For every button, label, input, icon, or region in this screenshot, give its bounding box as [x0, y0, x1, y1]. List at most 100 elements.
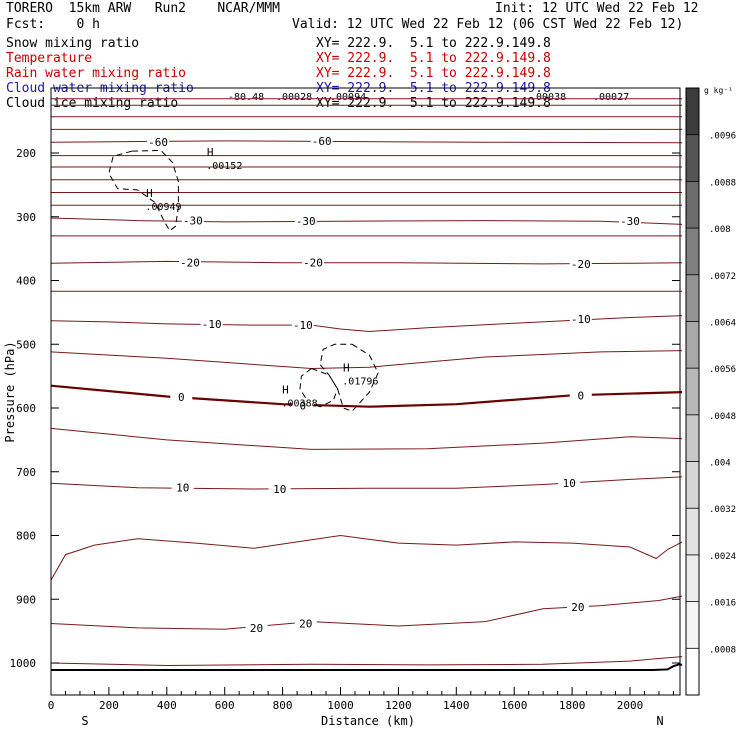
contour-label: 10 — [273, 483, 286, 496]
contour-label-bg-17 — [245, 621, 268, 633]
colorbar-segment — [686, 134, 699, 182]
top-value: -80.48 — [228, 92, 264, 103]
x-tick-label: 800 — [273, 699, 293, 712]
top-value-strip: -80.48 .00028 .00094 .00038 .00027 — [228, 92, 629, 103]
terrain-line — [51, 663, 683, 671]
max-marker-h: H — [146, 187, 153, 200]
south-label: S — [81, 714, 88, 728]
field-name-snow: Snow mixing ratio — [6, 36, 140, 51]
colorbar-label: .008 — [709, 225, 731, 235]
top-value: .00038 — [530, 92, 566, 103]
contour-label-bg-18 — [294, 617, 317, 629]
temperature-contour-20 — [50, 595, 683, 630]
max-marker-h: H — [207, 146, 214, 159]
x-tick-label: 600 — [215, 699, 235, 712]
contour-label-bg-3 — [294, 215, 317, 227]
contour-label: -10 — [202, 318, 222, 331]
colorbar-label: .0032 — [709, 505, 736, 515]
contour-label: -30 — [296, 215, 316, 228]
temperature-contour-m5 — [50, 350, 683, 370]
contour-label: -30 — [183, 215, 203, 228]
x-tick-label: 1800 — [559, 699, 586, 712]
colorbar-label: .0096 — [709, 132, 736, 142]
contour-label-bg-7 — [569, 257, 592, 269]
x-tick-label: 0 — [48, 699, 55, 712]
contour-label-bg-1 — [310, 134, 333, 146]
field-xy-cloud-ice: XY= 222.9. 5.1 to 222.9.149.8 — [316, 96, 551, 111]
colorbar-frame — [685, 87, 700, 696]
top-value: .00027 — [593, 92, 629, 103]
contour-label: 10 — [176, 482, 189, 495]
y-tick-label: 900 — [16, 593, 36, 606]
colorbar-label: .0016 — [709, 599, 736, 609]
contour-label-bg-13 — [569, 389, 592, 401]
x-tick-label: 400 — [157, 699, 177, 712]
ice-contour-2 — [299, 367, 339, 408]
field-name-rain: Rain water mixing ratio — [6, 66, 187, 81]
x-tick-label: 1000 — [327, 699, 354, 712]
field-name-temperature: Temperature — [6, 51, 93, 66]
contour-label-bg-19 — [566, 600, 589, 612]
colorbar-segment — [686, 274, 699, 322]
contour-label: -20 — [571, 258, 591, 271]
contour-label-bg-14 — [171, 481, 194, 493]
x-tick-label: 2000 — [617, 699, 644, 712]
plot-frame — [50, 87, 681, 696]
north-label: N — [656, 714, 663, 728]
contour-label: 20 — [299, 617, 312, 630]
axes: 0 200 400 600 800 1000 1200 1400 1600 1800 2000200… — [10, 147, 680, 712]
contour-label: -20 — [180, 257, 200, 270]
y-tick-label: 500 — [16, 338, 36, 351]
cloud-ice-contours — [108, 149, 379, 412]
temperature-contour-10 — [50, 476, 683, 490]
colorbar-segment — [686, 88, 699, 136]
field-xy-rain: XY= 222.9. 5.1 to 222.9.149.8 — [316, 66, 551, 81]
contour-label: 20 — [250, 622, 263, 635]
contour-label: 0 — [178, 391, 185, 404]
x-tick-label: 1400 — [443, 699, 470, 712]
max-value: .00949 — [145, 202, 181, 213]
y-tick-label: 700 — [16, 466, 36, 479]
contour-label: -60 — [148, 136, 168, 149]
y-tick-label: 300 — [16, 211, 36, 224]
temperature-contour-m30 — [50, 217, 683, 225]
valid-time: Valid: 12 UTC Wed 22 Feb 12 (06 CST Wed … — [292, 17, 684, 32]
colorbar-label: .004 — [709, 459, 731, 469]
colorbar-segment — [686, 414, 699, 463]
contour-label-bg-16 — [558, 477, 581, 489]
x-tick-label: 1200 — [385, 699, 412, 712]
contour-label: 0 — [577, 389, 584, 402]
temperature-contour-m60 — [50, 140, 683, 144]
contour-labels: -60 -60 -30 -30 -30 -20 -20 -20 -10 -10 -10 0 0 0 10 10… — [147, 134, 641, 635]
temperature-contour-25 — [50, 656, 683, 667]
field-name-cloud-ice: Cloud ice mixing ratio — [6, 96, 179, 111]
forecast-hour: Fcst: 0 h — [6, 17, 100, 32]
top-value: .00028 — [276, 92, 312, 103]
contour-label-bg-5 — [178, 256, 201, 268]
colorbar-segment — [686, 648, 699, 696]
y-tick-label: 400 — [16, 275, 36, 288]
y-axis-label: Pressure (hPa) — [3, 341, 17, 442]
contour-label-bg-4 — [619, 215, 641, 227]
max-value: .01796 — [342, 377, 378, 388]
contour-label-bg-12 — [291, 399, 314, 411]
temperature-contour-m20 — [50, 260, 683, 265]
contour-label: -20 — [303, 257, 323, 270]
x-tick-label: 1600 — [501, 699, 528, 712]
contour-label-bg-15 — [268, 482, 291, 494]
temperature-contour-5 — [50, 427, 683, 450]
colorbar-segment — [686, 601, 699, 649]
colorbar-segment — [686, 461, 699, 509]
field-xy-temperature: XY= 222.9. 5.1 to 222.9.149.8 — [316, 51, 551, 66]
max-marker-h: H — [343, 362, 350, 375]
colorbar-unit: g kg⁻¹ — [704, 86, 733, 95]
colorbar-label: .0088 — [709, 178, 736, 188]
max-value: .00152 — [206, 161, 242, 172]
contour-label-bg-8 — [200, 317, 223, 329]
contour-label: -60 — [312, 135, 332, 148]
max-marker-h: H — [282, 383, 289, 396]
contour-label-bg-10 — [569, 312, 592, 324]
colorbar-label: .0056 — [709, 365, 736, 375]
colorbar-segment — [686, 554, 699, 603]
